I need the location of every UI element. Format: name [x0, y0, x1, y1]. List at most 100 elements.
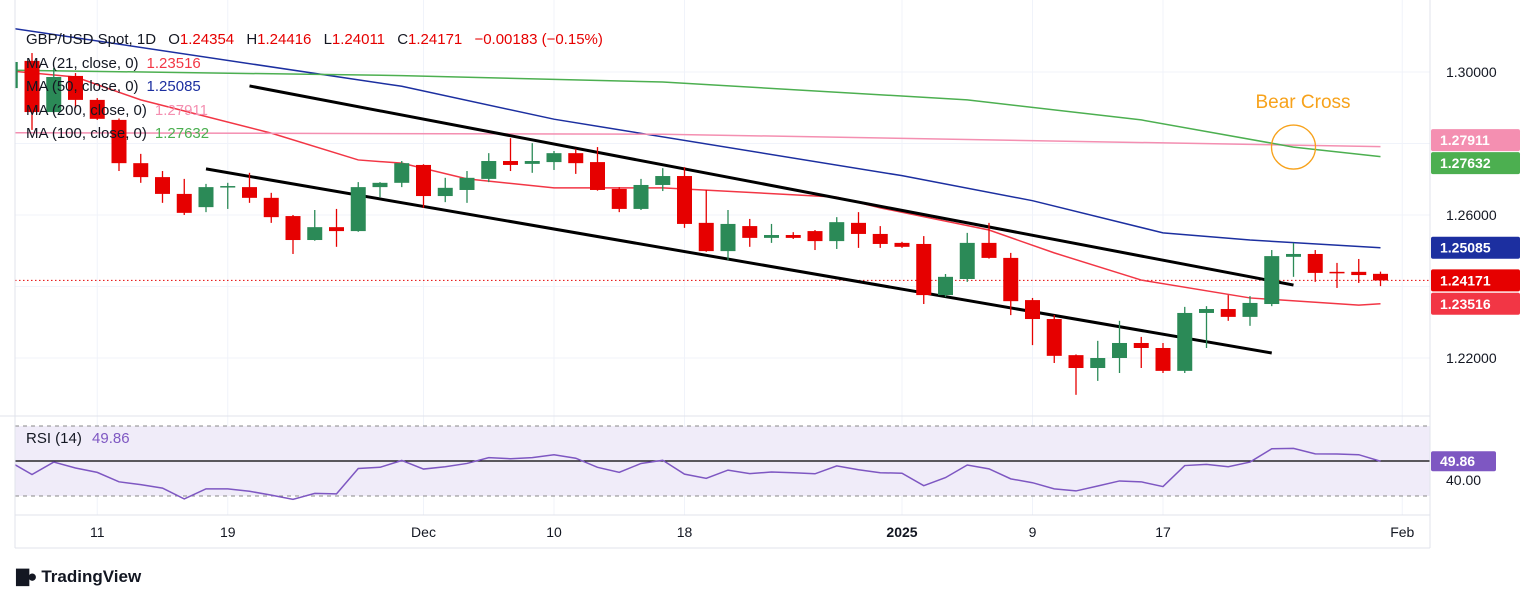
candle[interactable] — [437, 177, 453, 203]
ma-value: 1.25085 — [146, 78, 201, 95]
time-tick-label: 17 — [1155, 524, 1171, 540]
axes: 1.30000 1.26000 1.22000 1.27911 1.27632 1.250… — [0, 0, 1520, 549]
tradingview-logo[interactable]: ▇● TradingView — [16, 567, 141, 587]
candle[interactable] — [242, 172, 257, 203]
candle[interactable] — [1133, 336, 1149, 369]
candle[interactable] — [503, 138, 518, 172]
candle[interactable] — [959, 232, 975, 282]
price-badge-bg — [1431, 292, 1520, 315]
candle[interactable] — [938, 273, 953, 297]
candle[interactable] — [1112, 320, 1127, 374]
candle[interactable] — [155, 171, 170, 203]
price-pane — [3, 27, 1430, 395]
candle[interactable] — [459, 171, 475, 203]
ma-label: MA (100, close, 0) — [26, 125, 147, 142]
price-badge: 1.24171 — [1431, 269, 1520, 292]
candle-body — [807, 231, 823, 242]
candle[interactable] — [785, 232, 801, 239]
candle-body — [1112, 342, 1127, 358]
candle[interactable] — [111, 118, 127, 172]
price-badge: 1.27911 — [1431, 129, 1520, 152]
candle-body — [307, 227, 323, 241]
candle-body — [764, 235, 779, 238]
candle[interactable] — [916, 236, 932, 305]
candle[interactable] — [329, 208, 344, 247]
ma-value: 1.27632 — [154, 125, 210, 142]
candle[interactable] — [677, 167, 692, 228]
ma-legend-row[interactable]: MA (50, close, 0) 1.25085 — [26, 75, 603, 99]
candle[interactable] — [829, 217, 845, 249]
candle[interactable] — [1003, 252, 1019, 316]
symbol-title[interactable]: GBP/USD Spot, 1D — [26, 31, 157, 48]
candle[interactable] — [1199, 306, 1214, 348]
candle-body — [242, 187, 257, 198]
candle[interactable] — [1090, 340, 1106, 381]
candle[interactable] — [46, 68, 62, 114]
candle[interactable] — [1264, 250, 1280, 307]
candle[interactable] — [307, 209, 323, 241]
candle[interactable] — [3, 61, 18, 89]
candle[interactable] — [633, 178, 649, 210]
candle[interactable] — [1177, 306, 1193, 374]
candle[interactable] — [568, 148, 584, 174]
candle[interactable] — [698, 189, 714, 252]
candle[interactable] — [133, 153, 149, 183]
candle[interactable] — [1242, 296, 1258, 326]
candle[interactable] — [1307, 250, 1323, 282]
ma-legend-row[interactable]: MA (100, close, 0) 1.27632 — [26, 122, 603, 146]
candle[interactable] — [872, 226, 888, 248]
close-label: C — [397, 31, 409, 48]
candle[interactable] — [68, 73, 83, 109]
candle[interactable] — [546, 151, 562, 170]
candle[interactable] — [220, 182, 236, 209]
candle-body — [1264, 256, 1280, 305]
ma-legend-row[interactable]: MA (21, close, 0) 1.23516 — [26, 52, 603, 76]
candle[interactable] — [1068, 354, 1084, 395]
candle[interactable] — [89, 98, 105, 120]
ma-legend-row[interactable]: MA (200, close, 0) 1.27911 — [26, 99, 603, 123]
candle[interactable] — [611, 187, 627, 213]
candle[interactable] — [1373, 271, 1388, 287]
candle-body — [568, 153, 584, 164]
candle-body — [15, 61, 18, 89]
candle[interactable] — [851, 212, 866, 248]
candle[interactable] — [981, 222, 997, 259]
open-label: O — [168, 31, 180, 48]
candle-body — [1155, 347, 1171, 371]
candle[interactable] — [655, 168, 671, 192]
candle[interactable] — [1046, 315, 1062, 364]
candle[interactable] — [176, 178, 192, 215]
candle[interactable] — [394, 161, 410, 188]
candle[interactable] — [1220, 295, 1236, 321]
candle[interactable] — [1351, 258, 1367, 283]
candle-body — [416, 164, 431, 197]
rsi-value: 49.86 — [92, 430, 130, 447]
candle[interactable] — [481, 153, 497, 183]
candle[interactable] — [720, 209, 736, 261]
candle[interactable] — [416, 164, 431, 208]
candle-body — [155, 177, 170, 194]
candle-body — [959, 242, 975, 279]
candle-body — [851, 222, 866, 234]
candle[interactable] — [1286, 242, 1301, 277]
candle[interactable] — [1025, 297, 1040, 346]
candle[interactable] — [742, 218, 758, 247]
candle[interactable] — [524, 143, 540, 173]
candle[interactable] — [894, 241, 910, 248]
price-tick-label: 1.30000 — [1446, 64, 1497, 80]
candle[interactable] — [285, 215, 301, 254]
candle[interactable] — [372, 182, 388, 198]
rsi-label[interactable]: RSI (14) — [26, 430, 82, 447]
candle[interactable] — [198, 183, 214, 213]
candle[interactable] — [764, 223, 779, 243]
candle[interactable] — [24, 53, 40, 130]
candle[interactable] — [263, 192, 279, 223]
candle[interactable] — [1155, 342, 1171, 374]
candle[interactable] — [350, 182, 366, 232]
candle[interactable] — [590, 147, 605, 191]
candle[interactable] — [807, 230, 823, 251]
candle[interactable] — [1329, 262, 1345, 288]
candle-body — [198, 187, 214, 208]
low-value: 1.24011 — [331, 31, 386, 48]
